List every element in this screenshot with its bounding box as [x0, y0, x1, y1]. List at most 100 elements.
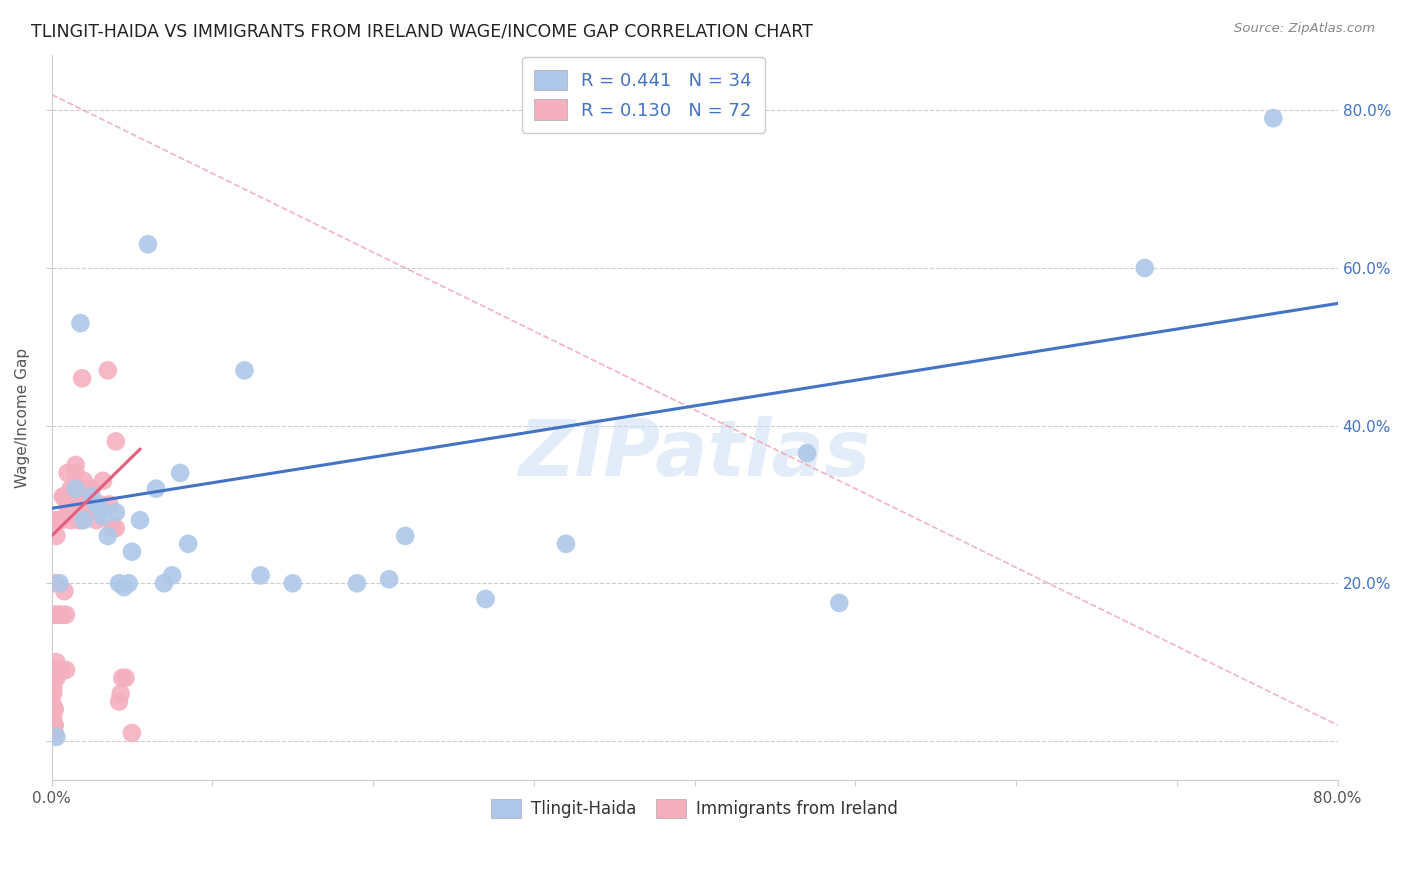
- Point: [42, 682, 65, 697]
- Point: [45, 730, 67, 744]
- Point: [80, 497, 103, 511]
- Y-axis label: Wage/Income Gap: Wage/Income Gap: [15, 348, 30, 488]
- Point: [73, 513, 96, 527]
- Point: [108, 694, 131, 708]
- Point: [97, 363, 120, 377]
- Point: [97, 529, 120, 543]
- Point: [42, 679, 65, 693]
- Point: [44, 513, 66, 527]
- Point: [233, 363, 256, 377]
- Point: [281, 576, 304, 591]
- Point: [73, 505, 96, 519]
- Point: [42, 702, 65, 716]
- Point: [42, 666, 65, 681]
- Point: [121, 545, 143, 559]
- Point: [145, 482, 167, 496]
- Point: [89, 497, 111, 511]
- Point: [44, 726, 66, 740]
- Point: [56, 490, 79, 504]
- Point: [101, 521, 124, 535]
- Point: [169, 466, 191, 480]
- Point: [104, 505, 127, 519]
- Legend: Tlingit-Haida, Immigrants from Ireland: Tlingit-Haida, Immigrants from Ireland: [482, 790, 907, 826]
- Point: [346, 576, 368, 591]
- Point: [48, 607, 70, 622]
- Point: [160, 568, 183, 582]
- Point: [73, 474, 96, 488]
- Point: [45, 529, 67, 543]
- Point: [80, 490, 103, 504]
- Point: [62, 490, 84, 504]
- Point: [42, 663, 65, 677]
- Point: [118, 576, 141, 591]
- Point: [86, 497, 108, 511]
- Point: [42, 698, 65, 713]
- Point: [67, 497, 90, 511]
- Point: [48, 576, 70, 591]
- Point: [59, 482, 82, 496]
- Point: [98, 497, 121, 511]
- Point: [1133, 260, 1156, 275]
- Point: [69, 497, 91, 511]
- Point: [45, 671, 67, 685]
- Point: [65, 466, 87, 480]
- Point: [91, 474, 114, 488]
- Point: [65, 505, 87, 519]
- Point: [121, 726, 143, 740]
- Point: [44, 607, 66, 622]
- Point: [136, 237, 159, 252]
- Point: [56, 505, 79, 519]
- Point: [56, 466, 79, 480]
- Point: [55, 607, 77, 622]
- Point: [42, 674, 65, 689]
- Point: [53, 584, 76, 599]
- Point: [62, 505, 84, 519]
- Point: [89, 501, 111, 516]
- Point: [59, 513, 82, 527]
- Point: [51, 663, 73, 677]
- Point: [111, 671, 134, 685]
- Point: [69, 513, 91, 527]
- Point: [48, 663, 70, 677]
- Point: [67, 513, 90, 527]
- Point: [1263, 112, 1285, 126]
- Point: [474, 592, 496, 607]
- Point: [56, 497, 79, 511]
- Point: [69, 316, 91, 330]
- Point: [42, 710, 65, 724]
- Point: [86, 513, 108, 527]
- Point: [249, 568, 271, 582]
- Point: [129, 513, 152, 527]
- Text: Source: ZipAtlas.com: Source: ZipAtlas.com: [1234, 22, 1375, 36]
- Text: ZIPatlas: ZIPatlas: [519, 416, 870, 492]
- Point: [52, 607, 75, 622]
- Point: [91, 509, 114, 524]
- Point: [65, 458, 87, 472]
- Point: [45, 655, 67, 669]
- Text: TLINGIT-HAIDA VS IMMIGRANTS FROM IRELAND WAGE/INCOME GAP CORRELATION CHART: TLINGIT-HAIDA VS IMMIGRANTS FROM IRELAND…: [31, 22, 813, 40]
- Point: [42, 671, 65, 685]
- Point: [45, 663, 67, 677]
- Point: [378, 572, 401, 586]
- Point: [46, 607, 69, 622]
- Point: [65, 490, 87, 504]
- Point: [77, 505, 100, 519]
- Point: [112, 580, 135, 594]
- Point: [394, 529, 416, 543]
- Point: [48, 513, 70, 527]
- Point: [76, 482, 98, 496]
- Point: [828, 596, 851, 610]
- Point: [42, 726, 65, 740]
- Point: [108, 576, 131, 591]
- Point: [796, 446, 818, 460]
- Point: [555, 537, 578, 551]
- Point: [55, 663, 77, 677]
- Point: [42, 687, 65, 701]
- Point: [80, 482, 103, 496]
- Point: [52, 490, 75, 504]
- Point: [44, 576, 66, 591]
- Point: [65, 482, 87, 496]
- Point: [70, 371, 93, 385]
- Point: [104, 434, 127, 449]
- Point: [46, 663, 69, 677]
